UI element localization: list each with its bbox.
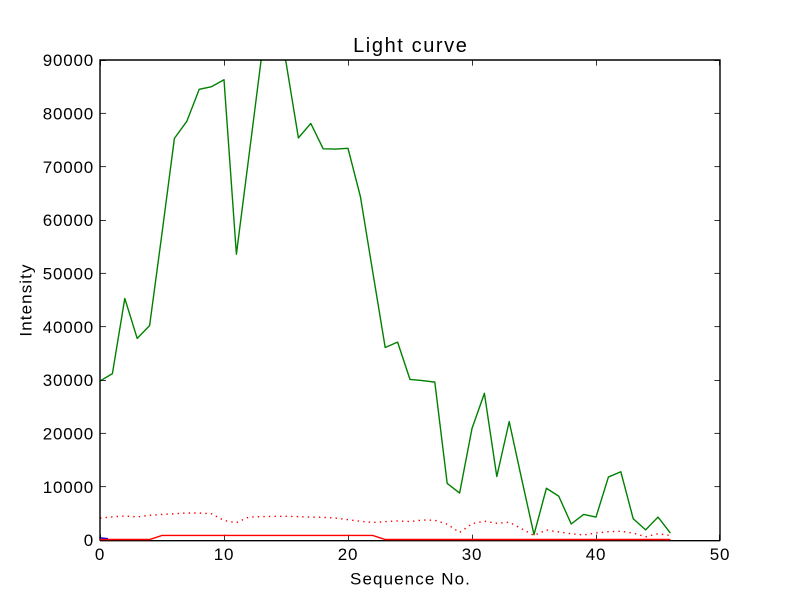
svg-text:20: 20 <box>338 545 359 564</box>
svg-text:10: 10 <box>214 545 235 564</box>
svg-text:20000: 20000 <box>43 425 94 444</box>
svg-text:0: 0 <box>95 545 105 564</box>
svg-text:Intensity: Intensity <box>17 263 36 336</box>
svg-text:Sequence No.: Sequence No. <box>350 570 471 589</box>
svg-text:10000: 10000 <box>43 478 94 497</box>
svg-text:Light curve: Light curve <box>353 35 468 57</box>
svg-text:0: 0 <box>84 531 94 550</box>
svg-text:30: 30 <box>462 545 483 564</box>
svg-text:60000: 60000 <box>43 211 94 230</box>
svg-text:70000: 70000 <box>43 158 94 177</box>
svg-text:40: 40 <box>586 545 607 564</box>
svg-text:30000: 30000 <box>43 371 94 390</box>
svg-text:80000: 80000 <box>43 105 94 124</box>
svg-text:50000: 50000 <box>43 265 94 284</box>
svg-text:90000: 90000 <box>43 51 94 70</box>
svg-text:40000: 40000 <box>43 318 94 337</box>
svg-text:50: 50 <box>710 545 731 564</box>
